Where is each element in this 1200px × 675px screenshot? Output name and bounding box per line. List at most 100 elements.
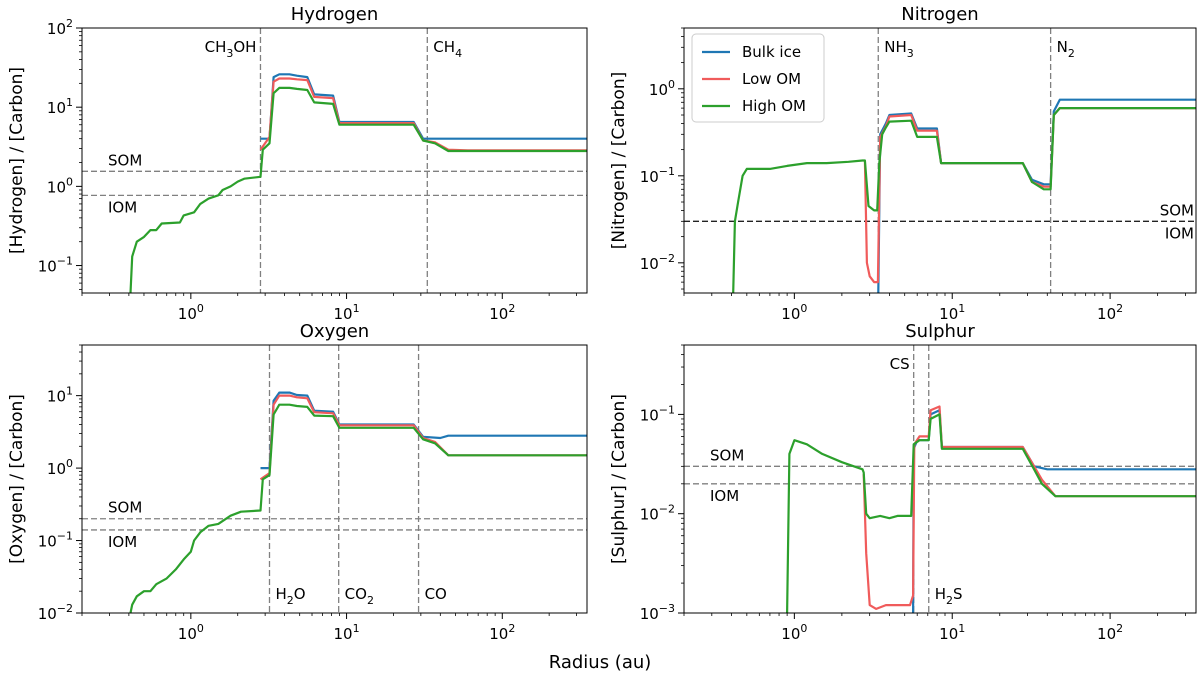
sulphur-xtick-label-base: 10 [939, 625, 958, 643]
oxygen-ytick-label-exponent: 0 [66, 457, 73, 470]
oxygen-ytick-label-base: 10 [47, 388, 66, 406]
nitrogen-xtick-label: 101 [939, 302, 965, 323]
sulphur-ytick-label-base: 10 [640, 506, 659, 524]
nitrogen-axes-frame [683, 27, 1197, 294]
hydrogen-ytick-label-base: 10 [38, 258, 57, 276]
nitrogen-snowline-label-label-sub: 2 [1068, 47, 1075, 60]
hydrogen-series-group [129, 73, 587, 293]
oxygen-ytick-label-base: 10 [47, 460, 66, 478]
legend-label-low-om: Low OM [742, 70, 801, 88]
oxygen-title: Oxygen [300, 321, 369, 342]
oxygen-snowline-label-label-sub: 2 [287, 594, 294, 607]
hydrogen-ylabel: [Hydrogen] / [Carbon] [7, 67, 27, 254]
nitrogen-ytick-label-base: 10 [640, 168, 659, 186]
hydrogen-xtick-label: 102 [489, 302, 515, 323]
sulphur-xtick-label: 100 [781, 622, 807, 643]
oxygen-xtick-label: 100 [178, 622, 204, 643]
oxygen-snowline-label: CO2 [345, 585, 374, 607]
oxygen-ytick-label-base: 10 [38, 533, 57, 551]
hydrogen-ytick-label-base: 10 [47, 20, 66, 38]
oxygen-ylabel: [Oxygen] / [Carbon] [7, 394, 27, 564]
hydrogen-ytick-label-exponent: 0 [66, 175, 73, 188]
oxygen-snowline-label: CO [425, 585, 447, 603]
hydrogen-snowline-label-label-main: CH [205, 38, 227, 56]
hydrogen-ytick-label: 100 [47, 175, 73, 196]
hydrogen-hline-label-som: SOM [108, 151, 142, 169]
hydrogen-xtick-label: 100 [178, 302, 204, 323]
hydrogen-snowline-label-label-tail: OH [233, 38, 256, 56]
nitrogen-series-group [732, 98, 1196, 293]
oxygen-hline-label-som: SOM [108, 499, 142, 517]
legend-label-high-om: High OM [742, 97, 806, 115]
oxygen-series-high-om [129, 403, 587, 613]
nitrogen-xtick-label-base: 10 [1097, 305, 1116, 323]
oxygen-axes-frame [81, 344, 588, 614]
hydrogen-snowline-label: CH4 [433, 38, 462, 60]
oxygen-xtick-label: 101 [334, 622, 360, 643]
nitrogen-ytick-label-exponent: 0 [668, 78, 675, 91]
sulphur-snowline-label: H2S [935, 585, 963, 607]
legend-label-bulk-ice: Bulk ice [742, 43, 801, 61]
hydrogen-snowline-label-label-sub: 4 [455, 47, 462, 60]
nitrogen-snowline-label: NH3 [884, 38, 914, 60]
hydrogen-xtick-label-exponent: 0 [197, 302, 204, 315]
oxygen-ytick-label-exponent: −1 [57, 530, 73, 543]
hydrogen-ytick-label-exponent: 1 [66, 96, 73, 109]
nitrogen-snowline-label: N2 [1057, 38, 1075, 60]
oxygen-xtick-label-base: 10 [178, 625, 197, 643]
sulphur-ytick-label-exponent: −2 [659, 503, 675, 516]
sulphur-snowline-label-label-tail: S [953, 585, 963, 603]
nitrogen-ytick-label: 100 [649, 78, 675, 99]
oxygen-ytick-label-exponent: 1 [66, 385, 73, 398]
sulphur-axes-frame [683, 344, 1197, 614]
sulphur-xtick-label: 101 [939, 622, 965, 643]
nitrogen-xtick-label-base: 10 [939, 305, 958, 323]
oxygen-ytick-label: 10−1 [38, 530, 73, 551]
hydrogen-ytick-label-base: 10 [47, 99, 66, 117]
sulphur-ylabel: [Sulphur] / [Carbon] [609, 394, 629, 564]
hydrogen-axes-frame [81, 27, 588, 294]
nitrogen-snowline-label-label-sub: 3 [907, 47, 914, 60]
hydrogen-panel: Hydrogen[Hydrogen] / [Carbon]100 101 10210… [7, 4, 588, 323]
oxygen-ytick-label-exponent: −2 [57, 602, 73, 615]
sulphur-xtick-label-exponent: 1 [958, 622, 965, 635]
nitrogen-ytick-label-exponent: −2 [659, 252, 675, 265]
hydrogen-snowline-label: CH3OH [205, 38, 257, 60]
oxygen-xtick-label-base: 10 [334, 625, 353, 643]
sulphur-snowline-label-label-main: CS [890, 355, 910, 373]
sulphur-ytick-label-exponent: −3 [659, 602, 675, 615]
sulphur-ytick-label-exponent: −1 [659, 403, 675, 416]
hydrogen-ytick-label: 101 [47, 96, 73, 117]
legend-box [691, 33, 825, 123]
hydrogen-ytick-label-base: 10 [47, 178, 66, 196]
oxygen-ytick-label: 100 [47, 457, 73, 478]
hydrogen-ytick-label-exponent: 2 [66, 17, 73, 30]
hydrogen-hline-label-iom: IOM [108, 198, 137, 216]
nitrogen-hline-label-som: SOM [1160, 201, 1194, 219]
sulphur-xtick-label-exponent: 2 [1116, 622, 1123, 635]
hydrogen-series-high-om [129, 86, 587, 293]
nitrogen-xtick-label-exponent: 2 [1116, 302, 1123, 315]
oxygen-series-group [129, 391, 587, 613]
oxygen-snowline-label-label-sub: 2 [367, 594, 374, 607]
sulphur-series-high-om [786, 413, 1196, 613]
nitrogen-ytick-label: 10−1 [640, 165, 675, 186]
oxygen-panel: Oxygen[Oxygen] / [Carbon]100 101 10210−210… [7, 321, 588, 643]
hydrogen-ytick-label: 10−1 [38, 255, 73, 276]
sulphur-hline-label-iom: IOM [710, 487, 739, 505]
hydrogen-xtick-label-base: 10 [178, 305, 197, 323]
sulphur-xtick-label-base: 10 [1097, 625, 1116, 643]
nitrogen-hline-label-iom: IOM [1165, 224, 1194, 242]
oxygen-snowline-label-label-main: CO [425, 585, 447, 603]
oxygen-ytick-label-base: 10 [38, 605, 57, 623]
sulphur-panel: Sulphur[Sulphur] / [Carbon]100 101 10210−3… [609, 321, 1197, 643]
sulphur-xtick-label: 102 [1097, 622, 1123, 643]
sulphur-ytick-label: 10−3 [640, 602, 675, 623]
sulphur-xtick-label-exponent: 0 [800, 622, 807, 635]
nitrogen-ytick-label: 10−2 [640, 252, 675, 273]
oxygen-series-bulk-ice [260, 391, 587, 470]
nitrogen-ylabel: [Nitrogen] / [Carbon] [609, 72, 629, 249]
hydrogen-xtick-label: 101 [334, 302, 360, 323]
nitrogen-snowline-label-label-main: N [1057, 38, 1068, 56]
